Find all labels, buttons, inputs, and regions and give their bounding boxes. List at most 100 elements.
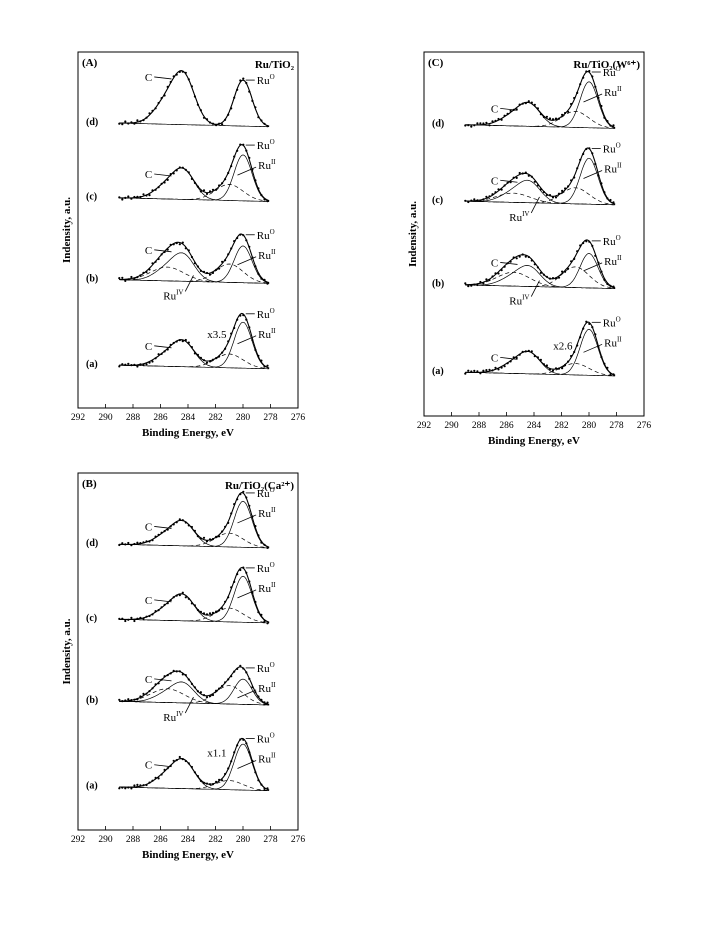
data-point bbox=[548, 194, 552, 197]
annotation-ru2: RuII bbox=[258, 681, 276, 695]
data-point bbox=[224, 772, 227, 776]
data-point bbox=[133, 698, 136, 701]
x-tick-label: 276 bbox=[291, 835, 306, 845]
data-point bbox=[494, 366, 497, 369]
data-point bbox=[136, 698, 139, 701]
data-point bbox=[124, 120, 127, 123]
data-point bbox=[172, 523, 175, 526]
data-point bbox=[118, 543, 121, 547]
data-point bbox=[567, 267, 570, 270]
data-point bbox=[190, 255, 193, 259]
data-point bbox=[230, 760, 233, 763]
data-point bbox=[218, 687, 221, 690]
annotation-arrow bbox=[237, 514, 257, 524]
panel-label: (B) bbox=[82, 478, 97, 490]
annotation-c: C bbox=[491, 352, 498, 364]
data-point bbox=[539, 113, 543, 116]
data-point bbox=[139, 542, 142, 545]
data-point bbox=[175, 594, 178, 597]
data-point bbox=[524, 350, 527, 353]
data-point bbox=[148, 194, 151, 197]
annotation-arrow bbox=[583, 170, 603, 179]
data-point bbox=[218, 609, 221, 612]
data-point bbox=[145, 692, 148, 695]
data-point bbox=[205, 118, 209, 121]
data-point bbox=[178, 518, 181, 521]
data-point bbox=[263, 198, 266, 201]
data-point bbox=[533, 355, 536, 358]
c-component bbox=[465, 265, 616, 289]
data-point bbox=[588, 240, 591, 243]
data-point bbox=[242, 667, 245, 670]
data-point bbox=[260, 194, 263, 197]
data-point bbox=[548, 117, 552, 120]
ru0-component bbox=[465, 157, 616, 205]
data-point bbox=[524, 171, 527, 174]
data-point bbox=[491, 193, 494, 196]
data-point bbox=[254, 691, 257, 694]
data-point bbox=[196, 185, 199, 188]
data-point bbox=[224, 178, 227, 181]
data-point bbox=[251, 591, 254, 595]
panel-title: Ru/TiO₂(W⁶⁺) bbox=[573, 59, 640, 71]
data-point bbox=[187, 171, 190, 174]
data-point bbox=[221, 182, 224, 185]
data-point bbox=[482, 369, 485, 372]
data-point bbox=[196, 353, 199, 356]
data-point bbox=[518, 103, 521, 106]
data-point bbox=[473, 124, 476, 127]
annotation-arrow bbox=[583, 262, 603, 272]
ru2-component bbox=[119, 607, 270, 624]
data-point bbox=[202, 781, 206, 785]
data-point bbox=[585, 70, 588, 73]
data-point bbox=[263, 543, 266, 546]
data-point bbox=[464, 199, 467, 202]
annotation-ru2: RuII bbox=[258, 327, 276, 341]
data-point bbox=[154, 683, 157, 686]
data-point bbox=[236, 744, 239, 747]
data-point bbox=[251, 686, 254, 689]
data-point bbox=[215, 124, 218, 127]
data-point bbox=[545, 364, 549, 367]
data-point bbox=[239, 493, 242, 496]
data-point bbox=[175, 340, 178, 343]
data-point bbox=[224, 347, 227, 350]
data-point bbox=[175, 242, 178, 245]
data-point bbox=[503, 114, 506, 117]
annotation-ru0: RuO bbox=[603, 234, 621, 248]
x-axis-title: Binding Energy, eV bbox=[142, 427, 234, 439]
x-tick-label: 292 bbox=[417, 421, 432, 431]
data-point bbox=[160, 97, 163, 100]
data-point bbox=[127, 618, 130, 621]
trace-d: (d) C RuO RuII bbox=[86, 486, 276, 550]
data-point bbox=[157, 609, 160, 612]
data-point bbox=[190, 85, 193, 88]
data-point bbox=[518, 353, 521, 356]
annotation-arrow bbox=[237, 760, 257, 769]
data-point bbox=[139, 695, 142, 698]
data-point bbox=[524, 255, 527, 258]
annotation-ru0: RuO bbox=[603, 141, 621, 155]
data-point bbox=[600, 182, 603, 185]
data-point bbox=[211, 271, 215, 274]
data-point bbox=[539, 271, 543, 274]
annotation-arrow bbox=[184, 696, 194, 714]
data-point bbox=[151, 189, 154, 192]
data-point bbox=[175, 670, 178, 673]
data-point bbox=[227, 340, 230, 343]
data-point bbox=[133, 122, 136, 125]
ru4-component bbox=[465, 271, 616, 289]
data-point bbox=[169, 672, 172, 675]
data-point bbox=[157, 533, 160, 536]
data-point bbox=[576, 250, 579, 253]
data-point bbox=[254, 348, 257, 351]
data-point bbox=[573, 350, 576, 354]
data-point bbox=[497, 368, 500, 371]
data-point bbox=[506, 362, 509, 365]
data-point bbox=[142, 617, 145, 620]
data-point bbox=[503, 184, 506, 187]
data-point bbox=[221, 123, 224, 126]
data-point bbox=[257, 695, 260, 698]
data-point bbox=[521, 350, 524, 353]
data-point bbox=[133, 278, 136, 281]
